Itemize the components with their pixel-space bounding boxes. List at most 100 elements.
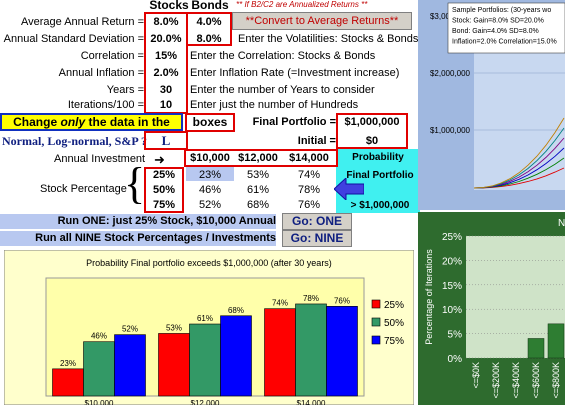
chart-title: Probability Final portfolio exceeds $1,0… bbox=[86, 258, 332, 268]
legend-box bbox=[447, 2, 565, 54]
y-tick-label: 25% bbox=[442, 232, 462, 243]
years-value[interactable]: 30 bbox=[159, 84, 173, 96]
x-tick-label: <=$400K bbox=[511, 362, 521, 399]
bar bbox=[158, 333, 190, 397]
legend-label: 75% bbox=[384, 336, 404, 347]
highlight-cell bbox=[186, 167, 234, 181]
iterations-value[interactable]: 10 bbox=[159, 99, 173, 111]
final-portfolio-label: Final Portfolio = bbox=[252, 116, 336, 128]
data-label: 23% bbox=[60, 359, 76, 368]
stock-percentage-label: Stock Percentage bbox=[40, 183, 127, 195]
x-tick-label: <=$0K bbox=[471, 362, 481, 389]
prob-cell: 76% bbox=[297, 199, 321, 211]
distribution-question: Normal, Log-normal, S&P ? bbox=[2, 134, 147, 148]
y-tick-label: 0% bbox=[448, 354, 463, 365]
investment-12k[interactable]: $12,000 bbox=[238, 152, 278, 164]
y-tick-label: 10% bbox=[442, 305, 462, 316]
arrow-left-icon bbox=[333, 176, 365, 202]
stock-pct-25[interactable]: 25% bbox=[152, 169, 176, 181]
y-tick-label: 15% bbox=[442, 281, 462, 292]
prob-cell: 78% bbox=[297, 184, 321, 196]
stocks-header: Stocks bbox=[149, 0, 189, 12]
legend-swatch bbox=[371, 335, 381, 345]
stock-pct-50[interactable]: 50% bbox=[152, 184, 176, 196]
stocks-std-dev[interactable]: 20.0% bbox=[150, 33, 182, 45]
investment-14k[interactable]: $14,000 bbox=[289, 152, 329, 164]
boxes-label-box bbox=[185, 113, 235, 132]
legend-label: 50% bbox=[384, 318, 404, 329]
legend-swatch bbox=[371, 317, 381, 327]
prob-cell: 46% bbox=[198, 184, 222, 196]
initial-value[interactable]: $0 bbox=[365, 135, 379, 147]
initial-label: Initial = bbox=[297, 135, 336, 147]
prob-cell: 74% bbox=[297, 169, 321, 181]
x-tick-label: <=$200K bbox=[491, 362, 501, 399]
inflation-label: Annual Inflation = bbox=[58, 67, 144, 79]
y-axis-label: Percentage of Iterations bbox=[424, 249, 434, 345]
prob-cell: 52% bbox=[198, 199, 222, 211]
stocks-avg-return[interactable]: 8.0% bbox=[153, 16, 179, 28]
y-tick-label: 5% bbox=[448, 330, 463, 341]
prob-cell: 23% bbox=[198, 169, 222, 181]
legend-text: Stock: Gain=8.0% SD=20.0% bbox=[452, 18, 544, 25]
bonds-header: Bonds bbox=[191, 0, 229, 12]
x-tick-label: $12,000 bbox=[191, 399, 220, 405]
y-tick-label: $1,000,000 bbox=[430, 126, 471, 135]
chart-title: N bbox=[558, 218, 565, 229]
run-one-label: Run ONE: just 25% Stock, $10,000 Annual bbox=[0, 214, 276, 229]
bonds-input-box bbox=[186, 12, 232, 46]
iterations-histogram: N 25% 20% 15% 10% 5% 0% Percentage of Iteration… bbox=[418, 212, 565, 405]
histogram-bar bbox=[547, 323, 565, 359]
bonds-avg-return[interactable]: 4.0% bbox=[196, 16, 222, 28]
distribution-box bbox=[144, 131, 188, 150]
investment-10k[interactable]: $10,000 bbox=[190, 152, 230, 164]
investment-box bbox=[184, 149, 338, 167]
correlation-label: Correlation = bbox=[80, 50, 144, 62]
correlation-hint: Enter the Correlation: Stocks & Bonds bbox=[190, 50, 376, 62]
data-label: 68% bbox=[228, 306, 244, 315]
bar bbox=[295, 303, 327, 397]
arrow-right-icon: ➜ bbox=[154, 152, 165, 167]
correlation-value[interactable]: 15% bbox=[154, 50, 178, 62]
stock-pct-75[interactable]: 75% bbox=[152, 199, 176, 211]
series-line bbox=[473, 117, 565, 189]
histogram-bar bbox=[527, 338, 545, 359]
prob-cell: 61% bbox=[246, 184, 270, 196]
years-label: Years = bbox=[106, 84, 144, 96]
inflation-hint: Enter Inflation Rate (=Investment increa… bbox=[190, 67, 400, 79]
bar bbox=[83, 341, 115, 397]
final-portfolio-value[interactable]: $1,000,000 bbox=[344, 116, 400, 128]
bar bbox=[264, 308, 296, 397]
go-one-button[interactable]: Go: ONE bbox=[282, 213, 352, 230]
distribution-value[interactable]: L bbox=[161, 133, 171, 148]
data-label: 61% bbox=[197, 314, 213, 323]
convert-button[interactable]: **Convert to Average Returns** bbox=[232, 12, 412, 30]
go-nine-button[interactable]: Go: NINE bbox=[282, 230, 352, 247]
legend-label: 25% bbox=[384, 300, 404, 311]
change-banner-post: the data in the bbox=[85, 115, 170, 129]
volatility-hint: Enter the Volatilities: Stocks & Bonds bbox=[238, 33, 419, 45]
boxes-label: boxes bbox=[192, 115, 228, 129]
years-hint: Enter the number of Years to consider bbox=[190, 84, 375, 96]
bar bbox=[114, 334, 146, 397]
final-portfolio-note: Final Portfolio bbox=[346, 170, 414, 181]
iterations-label: Iterations/100 = bbox=[67, 99, 144, 111]
threshold-note: > $1,000,000 bbox=[350, 200, 410, 211]
legend-text: Inflation=2.0% Correlation=15.0% bbox=[452, 39, 557, 46]
bar bbox=[189, 323, 221, 397]
y-tick-label: $2,000,000 bbox=[430, 69, 471, 78]
bonds-std-dev[interactable]: 8.0% bbox=[196, 33, 222, 45]
probability-panel bbox=[336, 149, 420, 213]
y-tick-label: 20% bbox=[442, 256, 462, 267]
change-banner-only: only bbox=[60, 115, 86, 129]
x-tick-label: <=$800K bbox=[551, 362, 561, 399]
prob-cell: 68% bbox=[246, 199, 270, 211]
data-label: 76% bbox=[334, 296, 350, 305]
prob-cell: 53% bbox=[246, 169, 270, 181]
x-tick-label: <=$600K bbox=[531, 362, 541, 399]
inflation-value[interactable]: 2.0% bbox=[153, 67, 179, 79]
brace-icon: { bbox=[124, 159, 146, 208]
x-tick-label: $14,000 bbox=[297, 399, 326, 405]
target-box bbox=[336, 113, 408, 149]
